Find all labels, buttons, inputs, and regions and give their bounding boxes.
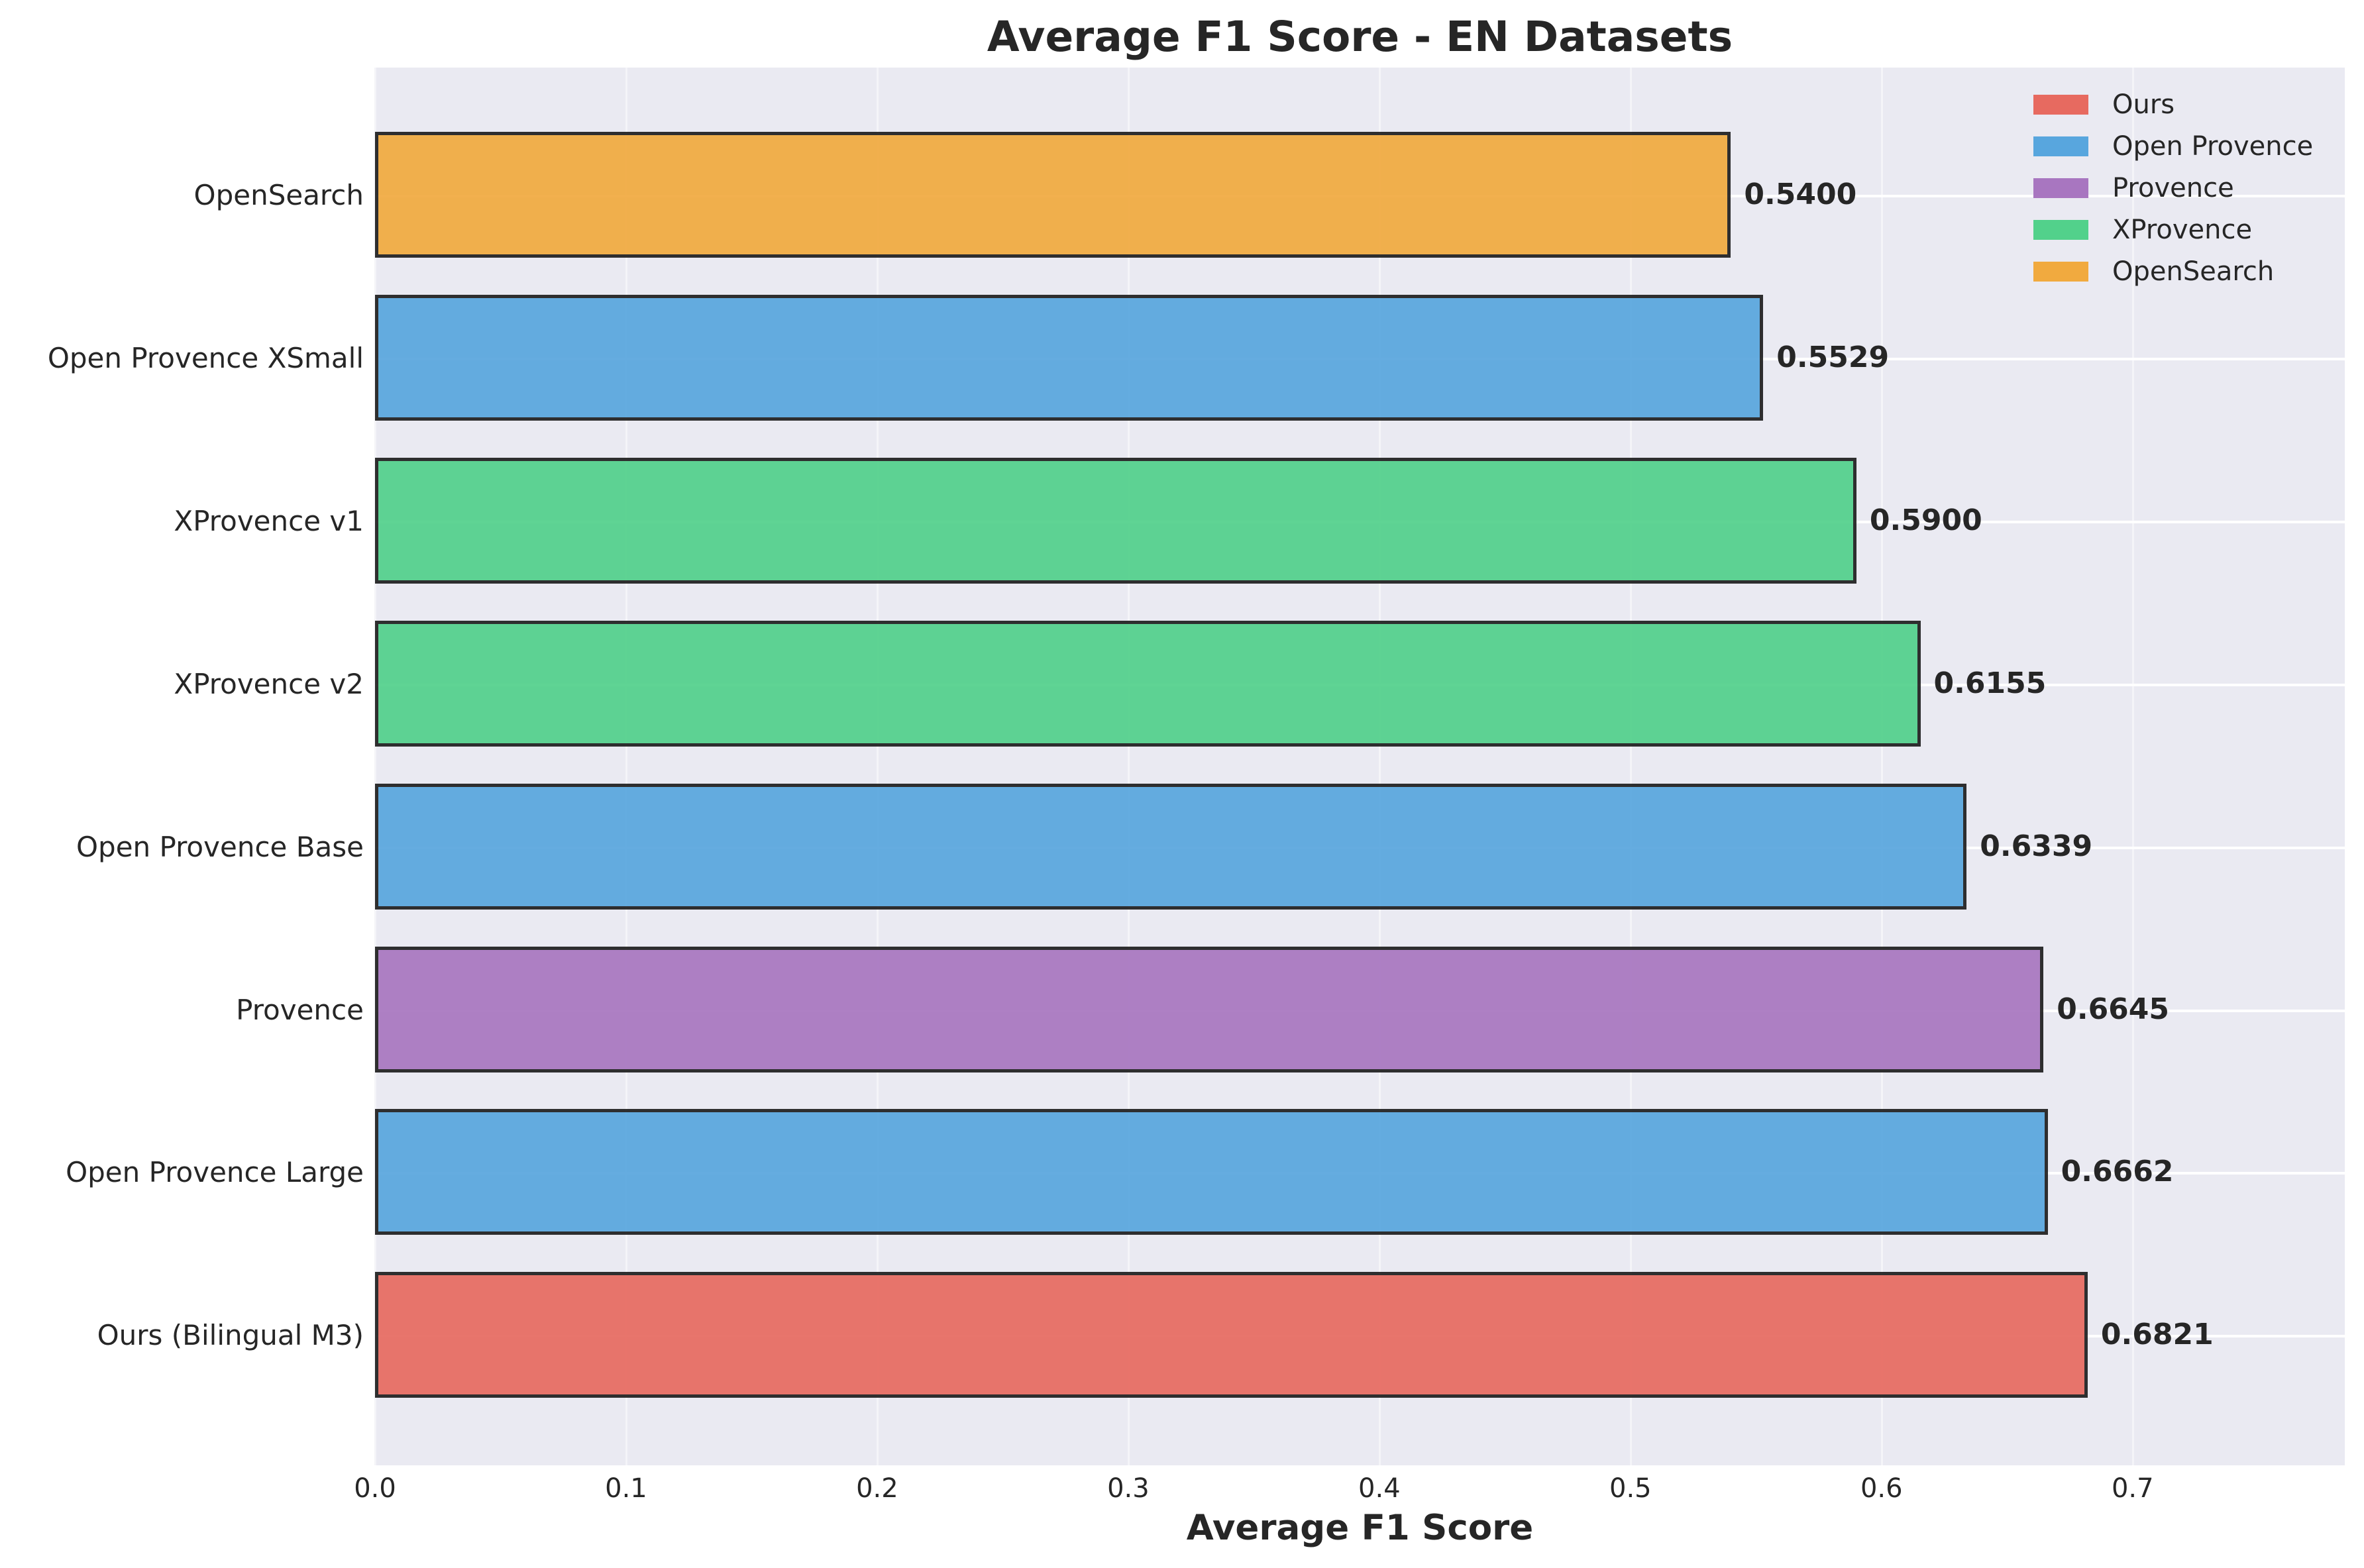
legend-swatch-icon: [2033, 220, 2088, 240]
bar-open-provence-base: [375, 783, 1967, 910]
bar-xprovence-v2: [375, 620, 1921, 747]
x-gridline: [1378, 68, 1381, 1465]
legend-item: Open Provence: [2033, 131, 2338, 162]
x-tick-label: 0.4: [1358, 1473, 1401, 1504]
legend-item: OpenSearch: [2033, 256, 2338, 287]
x-tick-label: 0.2: [856, 1473, 898, 1504]
x-gridline: [1880, 68, 1883, 1465]
legend-swatch-icon: [2033, 178, 2088, 198]
bar-provence: [375, 946, 2044, 1072]
y-tick-label: XProvence v2: [174, 667, 364, 700]
bar-value-label: 0.6645: [2057, 992, 2170, 1026]
legend-label: XProvence: [2112, 215, 2253, 245]
y-tick-label: XProvence v1: [174, 504, 364, 537]
x-gridline: [2131, 68, 2134, 1465]
bar-xprovence-v1: [375, 457, 1856, 584]
legend-label: Open Provence: [2112, 131, 2314, 162]
bar-ours-bilingual-m3: [375, 1272, 2088, 1398]
legend-label: Ours: [2112, 89, 2175, 120]
legend-item: XProvence: [2033, 215, 2338, 245]
bar-value-label: 0.6821: [2100, 1318, 2214, 1352]
bar-value-label: 0.5900: [1869, 503, 1982, 537]
bar-value-label: 0.6339: [1980, 829, 2093, 863]
y-tick-label: Provence: [236, 993, 364, 1026]
legend-swatch-icon: [2033, 136, 2088, 156]
bar-value-label: 0.5529: [1776, 340, 1890, 374]
x-tick-label: 0.6: [1860, 1473, 1903, 1504]
legend-item: Provence: [2033, 173, 2338, 203]
x-tick-label: 0.1: [605, 1473, 647, 1504]
x-tick-label: 0.0: [354, 1473, 396, 1504]
y-tick-label: OpenSearch: [193, 179, 364, 211]
y-tick-label: Open Provence Large: [66, 1156, 364, 1189]
bar-value-label: 0.6662: [2061, 1155, 2174, 1189]
legend-label: Provence: [2112, 173, 2234, 203]
x-axis-label: Average F1 Score: [1186, 1508, 1534, 1548]
x-gridline: [1127, 68, 1130, 1465]
legend-swatch-icon: [2033, 95, 2088, 115]
y-tick-label: Ours (Bilingual M3): [97, 1319, 364, 1352]
bar-open-provence-xsmall: [375, 294, 1764, 421]
legend-swatch-icon: [2033, 262, 2088, 282]
x-tick-label: 0.7: [2111, 1473, 2154, 1504]
x-gridline: [1629, 68, 1632, 1465]
x-gridline: [625, 68, 627, 1465]
x-tick-label: 0.3: [1107, 1473, 1150, 1504]
y-tick-label: Open Provence XSmall: [47, 341, 364, 374]
bar-opensearch: [375, 132, 1731, 258]
plot-area: 0.5400 0.5529 0.5900 0.6155 0.6339 0.6645 0.66…: [374, 68, 2345, 1465]
bar-open-provence-large: [375, 1109, 2048, 1235]
x-tick-label: 0.5: [1609, 1473, 1652, 1504]
legend-label: OpenSearch: [2112, 256, 2275, 287]
legend-item: Ours: [2033, 89, 2338, 120]
chart-title: Average F1 Score - EN Datasets: [987, 13, 1733, 61]
y-tick-label: Open Provence Base: [76, 830, 364, 863]
bar-value-label: 0.6155: [1933, 666, 2047, 700]
bar-value-label: 0.5400: [1744, 178, 1857, 211]
x-gridline: [876, 68, 879, 1465]
x-gridline: [374, 68, 376, 1465]
